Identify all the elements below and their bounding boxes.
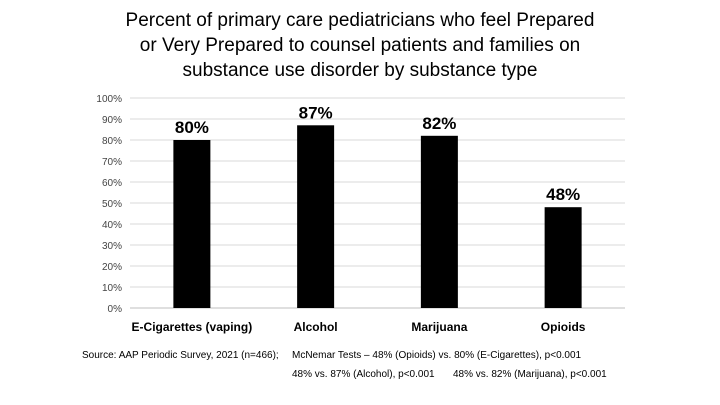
y-tick-label: 60%: [102, 178, 122, 189]
chart-title-line: Percent of primary care pediatricians wh…: [125, 10, 595, 31]
y-tick-label: 0%: [108, 304, 123, 315]
mcnemar-tests-alcohol: 48% vs. 87% (Alcohol), p<0.001: [292, 369, 435, 380]
y-tick-label: 80%: [102, 136, 122, 147]
y-tick-label: 90%: [102, 115, 122, 126]
y-tick-label: 10%: [102, 283, 122, 294]
mcnemar-tests-marijuana: 48% vs. 82% (Marijuana), p<0.001: [453, 369, 607, 380]
bar: [420, 135, 458, 308]
chart-title-line: or Very Prepared to counsel patients and…: [139, 35, 581, 56]
x-tick-label: Alcohol: [294, 320, 338, 334]
x-tick-label: E-Cigarettes (vaping): [132, 320, 253, 334]
data-label: 48%: [546, 185, 580, 204]
bar: [297, 125, 335, 308]
data-label: 80%: [175, 118, 209, 137]
y-tick-label: 20%: [102, 262, 122, 273]
y-tick-label: 30%: [102, 241, 122, 252]
y-tick-label: 40%: [102, 220, 122, 231]
data-label: 82%: [422, 114, 456, 133]
mcnemar-tests-line-1: McNemar Tests – 48% (Opioids) vs. 80% (E…: [292, 350, 582, 361]
chart-title-line: substance use disorder by substance type: [182, 60, 538, 81]
y-tick-label: 50%: [102, 199, 122, 210]
x-tick-label: Opioids: [541, 320, 586, 334]
bar: [544, 207, 582, 308]
data-label: 87%: [299, 103, 333, 122]
source-note: Source: AAP Periodic Survey, 2021 (n=466…: [82, 350, 279, 361]
y-tick-label: 100%: [96, 94, 122, 105]
chart-title: Percent of primary care pediatricians wh…: [0, 8, 720, 83]
x-tick-label: Marijuana: [411, 320, 467, 334]
bar: [173, 140, 211, 308]
y-tick-label: 70%: [102, 157, 122, 168]
